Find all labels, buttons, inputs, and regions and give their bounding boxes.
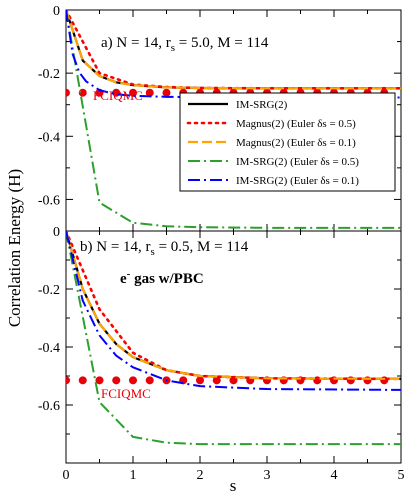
panel-b: 0 -0.2 -0.4 -0.6 0 1 2 3 4 5 b) N = 14, rs = 0.5,… <box>38 225 405 483</box>
panel-b-series-im-srg-2-euler-s-0-5 <box>66 231 401 446</box>
panel-a-y-tick-label: 0 <box>53 4 60 19</box>
legend-entries: IM-SRG(2) Magnus(2) (Euler δs = 0.5) Magnu… <box>186 99 359 187</box>
x-axis-title: s <box>230 476 237 494</box>
panel-b-series-magnus-2-euler-s-0-1 <box>66 231 401 380</box>
legend-box <box>179 92 396 192</box>
legend-label-im-srg-2: IM-SRG(2) <box>236 99 288 111</box>
panel-a-series-magnus-2-euler-s-0-1 <box>66 10 401 90</box>
legend-label-im-srg-2-euler-s-0-5: IM-SRG(2) (Euler δs = 0.5) <box>236 156 359 168</box>
legend: IM-SRG(2) Magnus(2) (Euler δs = 0.5) Magnu… <box>179 92 396 192</box>
panel-b-y-tick-label: -0.2 <box>38 283 60 298</box>
legend-label-im-srg-2-euler-s-0-1: IM-SRG(2) (Euler δs = 0.1) <box>236 175 359 187</box>
y-axis-title: Correlation Energy (H) <box>5 169 24 327</box>
legend-label-magnus-2-euler-s-0-1: Magnus(2) (Euler δs = 0.1) <box>236 137 356 149</box>
panel-b-x-tick-label: 3 <box>264 468 271 483</box>
panel-a-title: a) N = 14, rs = 5.0, M = 114 <box>101 35 269 54</box>
panel-a-axis-ticks: 0 -0.2 -0.4 -0.6 <box>38 4 402 231</box>
panel-a-series-im-srg-2-euler-s-0-1 <box>66 10 401 99</box>
panel-b-subtitle: e- gas w/PBC <box>120 268 204 287</box>
panel-b-frame <box>65 230 402 464</box>
panel-a-y-tick-label: -0.6 <box>38 193 60 208</box>
panel-b-y-tick-label: 0 <box>53 225 60 240</box>
panel-b-x-tick-label: 0 <box>63 468 70 483</box>
panel-b-y-tick-label: -0.4 <box>38 341 60 356</box>
panel-b-x-tick-label: 4 <box>331 468 338 483</box>
panel-a-y-tick-label: -0.2 <box>38 67 60 82</box>
legend-label-magnus-2-euler-s-0-5: Magnus(2) (Euler δs = 0.5) <box>236 118 356 130</box>
panel-b-y-tick-label: -0.6 <box>38 399 60 414</box>
panel-a-fciqmc-label: FCIQMC <box>93 88 143 103</box>
panel-b-x-tick-label: 1 <box>130 468 137 483</box>
panel-a-y-tick-label: -0.4 <box>38 130 60 145</box>
panel-b-x-tick-label: 2 <box>197 468 204 483</box>
panel-b-fciqmc-label: FCIQMC <box>101 386 151 401</box>
panel-a-series-im-srg-2-euler-s-0-5 <box>66 10 401 229</box>
panel-b-series-im-srg-2-euler-s-0-1 <box>66 231 401 391</box>
panel-b-series <box>66 231 401 446</box>
panel-b-x-tick-label: 5 <box>398 468 405 483</box>
panel-b-title: b) N = 14, rs = 0.5, M = 114 <box>80 239 249 258</box>
